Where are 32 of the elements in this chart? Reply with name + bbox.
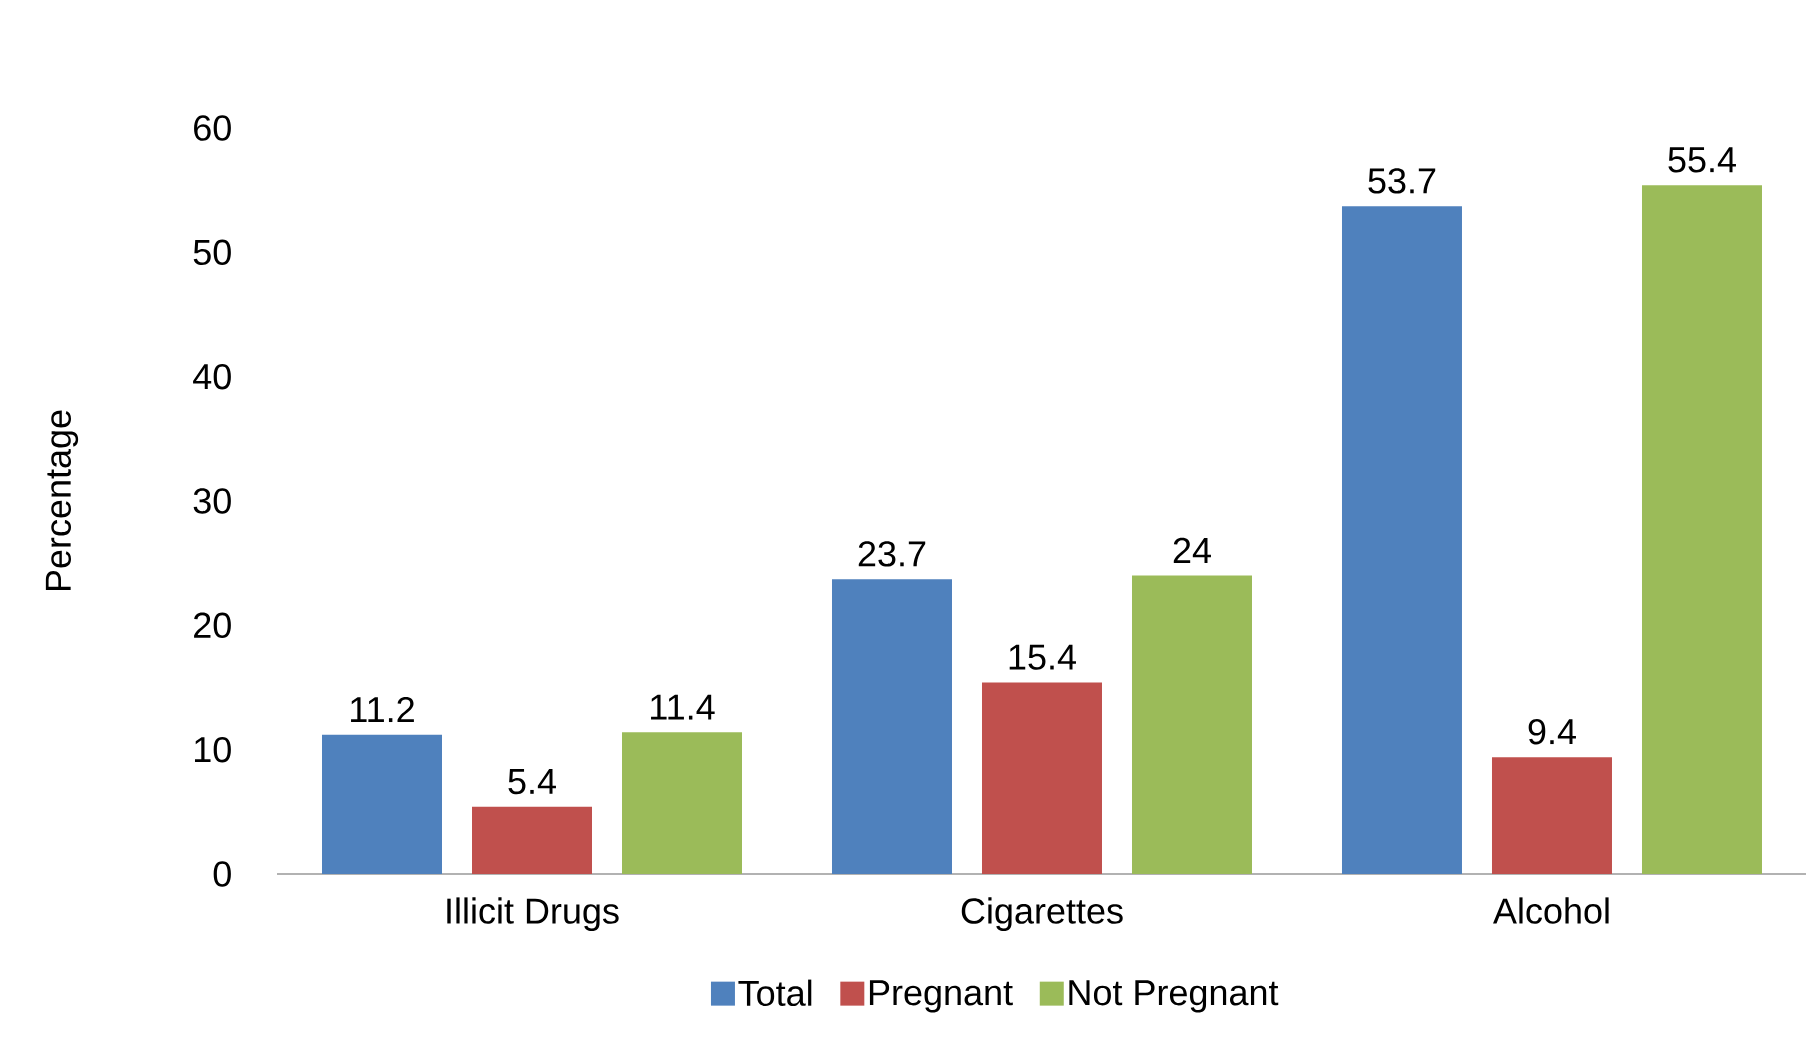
bar <box>981 682 1102 874</box>
bar <box>1641 185 1762 874</box>
bar <box>1341 206 1462 874</box>
data-label: 15.4 <box>1009 644 1076 670</box>
data-label: 11.2 <box>351 696 414 723</box>
bar <box>472 806 592 874</box>
data-label: 53.7 <box>1368 168 1436 194</box>
y-tick-label: 50 <box>193 239 231 266</box>
bar <box>1131 575 1252 874</box>
data-label: 23.7 <box>858 541 926 567</box>
y-axis-title: Percentage <box>45 410 79 591</box>
data-label: 11.4 <box>651 694 715 720</box>
x-tick-label: Alcohol <box>1493 897 1609 924</box>
y-tick-label: 0 <box>213 861 231 887</box>
bar <box>831 579 952 874</box>
y-tick-label: 30 <box>193 488 231 514</box>
legend-label: Total <box>738 979 812 1007</box>
y-tick-label: 60 <box>194 115 231 141</box>
data-label: 24 <box>1173 537 1211 563</box>
bar <box>322 734 442 874</box>
legend-label: Pregnant <box>869 980 1013 1013</box>
y-tick-label: 10 <box>194 736 231 763</box>
data-label: 5.4 <box>508 769 556 795</box>
data-label: 9.4 <box>1528 718 1576 745</box>
y-tick-label: 20 <box>194 612 231 639</box>
x-tick-label: Illicit Drugs <box>447 897 619 931</box>
y-tick-label: 40 <box>193 363 231 390</box>
x-tick-label: Cigarettes <box>961 897 1123 931</box>
bar <box>622 732 742 874</box>
legend-label: Not Pregnant <box>1069 980 1279 1013</box>
data-label: 55.4 <box>1668 147 1736 173</box>
bar <box>1491 757 1612 874</box>
